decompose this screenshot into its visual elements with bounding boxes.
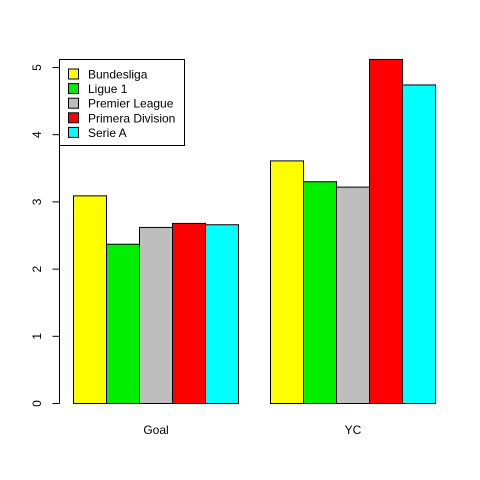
bar-goal-ligue-1: [106, 243, 140, 404]
legend-label: Primera Division: [88, 111, 175, 125]
bar-goal-primera-division: [172, 222, 206, 404]
bar-yc-premier-league: [336, 186, 370, 404]
bars-layer: [73, 58, 436, 405]
y-tick-label: 5: [30, 64, 44, 71]
legend-swatch: [68, 68, 79, 80]
legend-label: Ligue 1: [88, 82, 128, 96]
bar-goal-serie-a: [205, 224, 239, 404]
y-tick-label: 4: [30, 131, 44, 138]
bar-goal-premier-league: [139, 226, 173, 404]
bar-yc-ligue-1: [303, 181, 337, 404]
legend-label: Serie A: [88, 126, 127, 140]
y-axis: 0 1 2 3 4 5: [30, 64, 60, 407]
bar-goal-bundesliga: [73, 195, 107, 404]
legend-box: [59, 59, 185, 146]
x-category-label: YC: [345, 423, 362, 437]
legend-swatch: [68, 112, 79, 124]
y-tick-label: 2: [30, 265, 44, 272]
legend-swatch: [68, 126, 79, 138]
bar-yc-bundesliga: [270, 160, 304, 404]
y-tick-label: 3: [30, 198, 44, 205]
bar-yc-primera-division: [369, 58, 403, 404]
x-axis-labels: Goal YC: [143, 423, 361, 437]
legend-label: Bundesliga: [88, 68, 148, 82]
y-tick-label: 1: [30, 333, 44, 340]
legend-swatch: [68, 97, 79, 109]
x-category-label: Goal: [143, 423, 168, 437]
y-tick-label: 0: [30, 400, 44, 407]
legend-swatch: [68, 83, 79, 95]
bar-yc-serie-a: [402, 84, 436, 405]
legend-label: Premier League: [88, 97, 174, 111]
